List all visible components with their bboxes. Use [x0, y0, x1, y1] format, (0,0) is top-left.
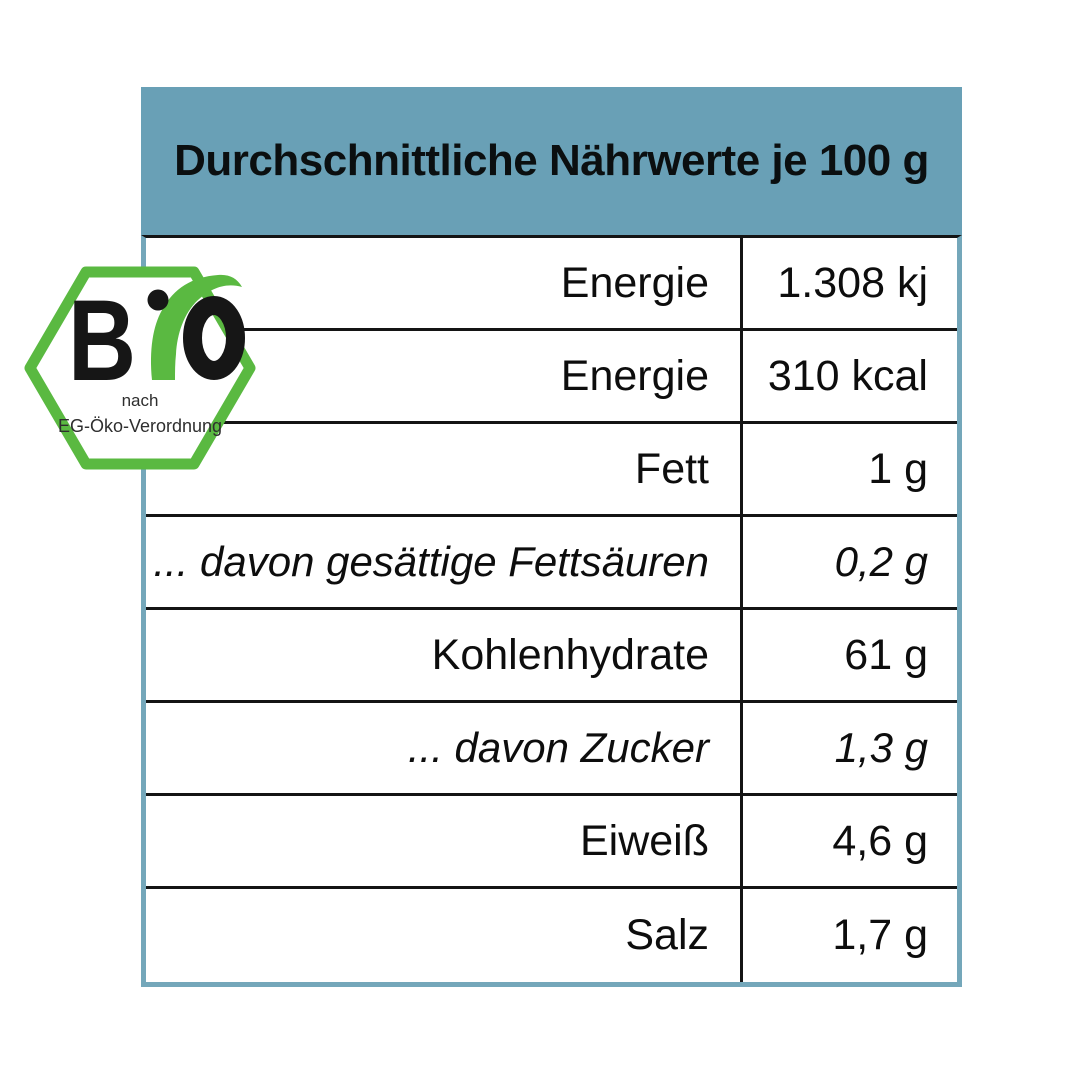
nutrient-label: Kohlenhydrate [146, 610, 743, 700]
nutrient-label: Salz [146, 889, 743, 982]
table-row: Eiweiß 4,6 g [146, 796, 957, 889]
nutrient-value: 310 kcal [767, 351, 928, 400]
table-row: Energie 1.308 kj [146, 238, 957, 331]
nutrient-label: Fett [146, 424, 743, 514]
nutrition-table-rows: Energie 1.308 kj Energie 310 kcal Fett 1 g...… [141, 235, 962, 987]
bio-letter-o [183, 296, 245, 380]
nutrient-label: Eiweiß [146, 796, 743, 886]
nutrient-value: 1,7 g [832, 911, 928, 959]
nutrient-value: 1.308 kj [777, 258, 928, 307]
table-row: ... davon Zucker 1,3 g [146, 703, 957, 796]
table-row: Fett 1 g [146, 424, 957, 517]
bio-swoosh-icon [151, 274, 242, 380]
nutrition-table: Durchschnittliche Nährwerte je 100 g Ene… [141, 87, 962, 987]
nutrient-label: Energie [146, 238, 743, 328]
nutrient-label: Energie [146, 331, 743, 421]
bio-seal-subtitle-1: nach [122, 391, 159, 410]
table-title: Durchschnittliche Nährwerte je 100 g [174, 136, 929, 185]
table-row: Kohlenhydrate 61 g [146, 610, 957, 703]
nutrient-value: 0,2 g [834, 538, 928, 585]
nutrient-value: 4,6 g [832, 816, 928, 865]
nutrient-value: 61 g [844, 630, 928, 679]
bio-seal-logo: B nach EG-Öko-Verordnung [24, 266, 256, 470]
table-title-bar: Durchschnittliche Nährwerte je 100 g [141, 87, 962, 235]
table-row: Energie 310 kcal [146, 331, 957, 424]
nutrient-value: 1 g [868, 444, 928, 493]
bio-letter-b: B [68, 277, 136, 405]
nutrient-label: ... davon gesättige Fettsäuren [146, 517, 743, 607]
nutrient-value: 1,3 g [834, 724, 928, 771]
bio-seal-subtitle-2: EG-Öko-Verordnung [58, 416, 222, 436]
table-row: Salz 1,7 g [146, 889, 957, 982]
bio-i-dot-icon [147, 289, 169, 311]
table-row: ... davon gesättige Fettsäuren 0,2 g [146, 517, 957, 610]
nutrient-label: ... davon Zucker [146, 703, 743, 793]
